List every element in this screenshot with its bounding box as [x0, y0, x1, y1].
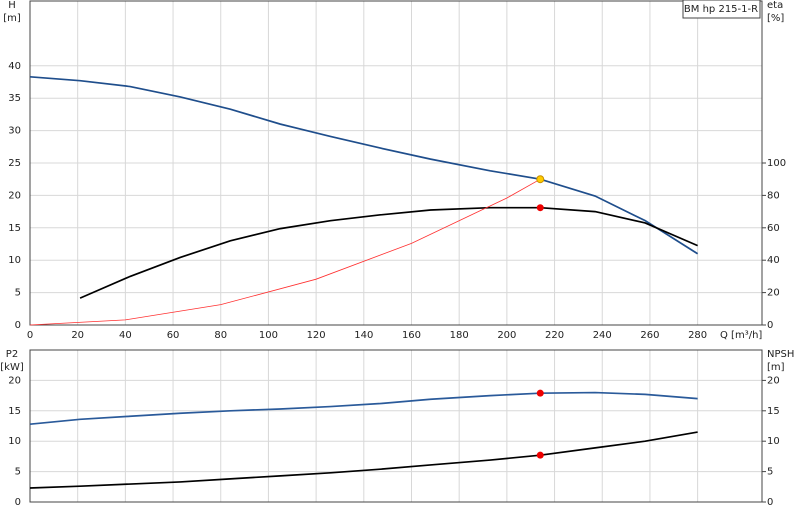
y-tick-label: 20	[8, 190, 21, 201]
y-tick-label: 30	[8, 126, 21, 137]
y-axis-unit: [kW]	[0, 362, 24, 373]
y2-tick-label: 0	[767, 320, 773, 331]
y2-tick-label: 10	[767, 436, 780, 447]
duty-point	[536, 389, 544, 397]
curve	[29, 431, 698, 489]
y2-axis-unit: [%]	[767, 13, 784, 24]
y2-axis-label: eta	[767, 0, 783, 11]
y2-tick-label: 80	[767, 190, 780, 201]
curve	[29, 75, 699, 255]
chart-title: BM hp 215-1-R	[684, 4, 758, 15]
curve	[29, 391, 698, 426]
y-axis-unit: [m]	[3, 13, 21, 24]
y-tick-label: 20	[8, 375, 21, 386]
x-tick-label: 280	[688, 330, 707, 341]
y2-axis-unit: [m]	[767, 362, 785, 373]
y2-tick-label: 0	[767, 497, 773, 508]
plot-frame	[29, 349, 763, 503]
y2-axis-label: NPSH	[767, 349, 794, 360]
y-tick-label: 10	[8, 255, 21, 266]
curve	[79, 206, 698, 299]
x-tick-label: 0	[27, 330, 33, 341]
y2-tick-label: 20	[767, 288, 780, 299]
y-tick-label: 15	[8, 223, 21, 234]
x-tick-label: 120	[307, 330, 326, 341]
x-tick-label: 240	[593, 330, 612, 341]
y-tick-label: 25	[8, 158, 21, 169]
y2-tick-label: 100	[767, 158, 786, 169]
y2-tick-label: 60	[767, 223, 780, 234]
y2-tick-label: 5	[767, 467, 773, 478]
duty-point	[536, 451, 544, 459]
title-box	[682, 0, 761, 19]
x-axis-label: Q [m³/h]	[720, 330, 762, 341]
y2-tick-label: 20	[767, 375, 780, 386]
x-tick-label: 100	[259, 330, 278, 341]
x-tick-label: 200	[497, 330, 516, 341]
x-tick-label: 20	[71, 330, 84, 341]
x-tick-label: 40	[119, 330, 132, 341]
y2-tick-label: 40	[767, 255, 780, 266]
x-tick-label: 60	[167, 330, 180, 341]
y-tick-label: 5	[15, 467, 21, 478]
y-tick-label: 0	[15, 320, 21, 331]
curve	[29, 178, 541, 326]
y-tick-label: 10	[8, 436, 21, 447]
plot-frame	[29, 0, 763, 326]
y-tick-label: 0	[15, 497, 21, 508]
x-tick-label: 220	[545, 330, 564, 341]
x-tick-label: 160	[402, 330, 421, 341]
y2-tick-label: 15	[767, 406, 780, 417]
x-tick-label: 180	[450, 330, 469, 341]
duty-point	[536, 204, 544, 212]
x-tick-label: 80	[214, 330, 227, 341]
y-tick-label: 35	[8, 93, 21, 104]
y-tick-label: 5	[15, 288, 21, 299]
x-tick-label: 140	[354, 330, 373, 341]
duty-point	[536, 175, 545, 184]
y-tick-label: 15	[8, 406, 21, 417]
x-tick-label: 260	[640, 330, 659, 341]
y-axis-label: H	[8, 0, 16, 11]
y-tick-label: 40	[8, 61, 21, 72]
y-axis-label: P2	[6, 349, 18, 360]
